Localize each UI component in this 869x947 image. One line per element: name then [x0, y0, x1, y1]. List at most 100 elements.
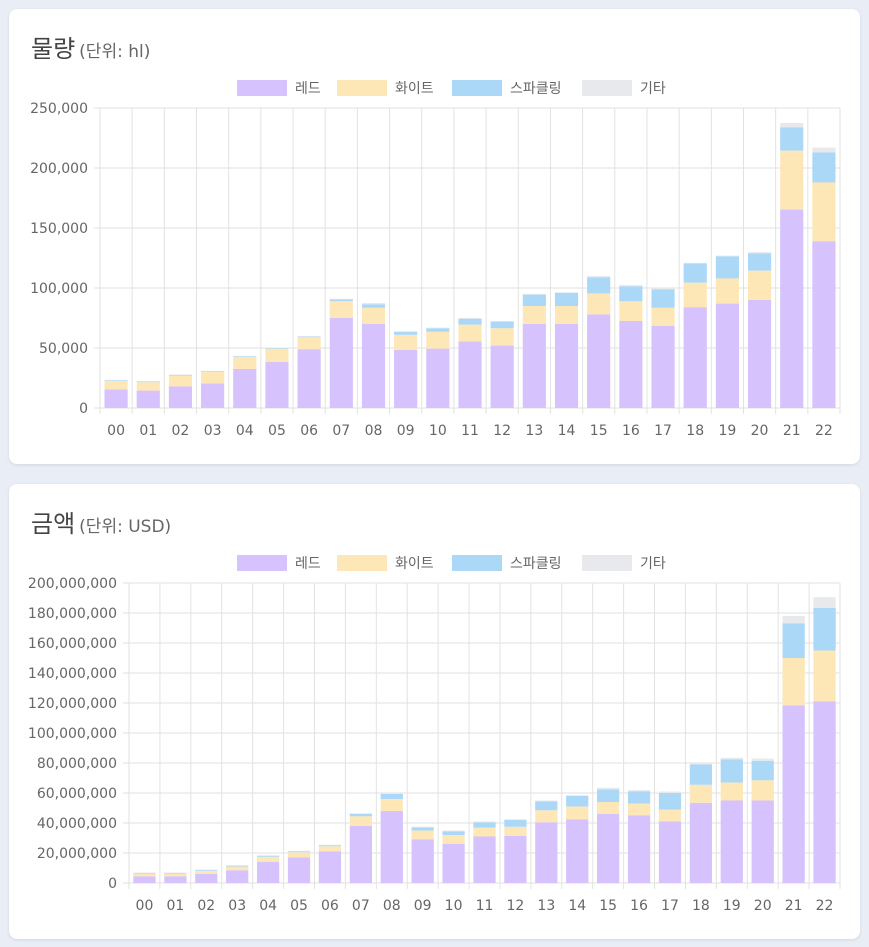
- volume-bar-red-02[interactable]: [168, 386, 193, 408]
- value-bar-white-12[interactable]: [504, 826, 527, 836]
- value-bar-other-11[interactable]: [473, 821, 496, 823]
- value-bar-sparkling-00[interactable]: [133, 873, 156, 874]
- value-bar-red-14[interactable]: [566, 819, 589, 883]
- volume-bar-sparkling-02[interactable]: [168, 375, 193, 376]
- value-bar-red-03[interactable]: [226, 870, 249, 883]
- volume-bar-sparkling-05[interactable]: [265, 348, 289, 349]
- volume-bar-other-04[interactable]: [233, 355, 257, 357]
- value-bar-red-05[interactable]: [287, 857, 311, 884]
- value-bar-other-07[interactable]: [349, 813, 372, 814]
- value-bar-white-04[interactable]: [256, 856, 280, 862]
- value-bar-red-08[interactable]: [380, 811, 403, 883]
- value-bar-red-04[interactable]: [256, 862, 280, 883]
- volume-bar-white-22[interactable]: [812, 182, 836, 242]
- value-bar-white-19[interactable]: [720, 782, 743, 801]
- value-bar-sparkling-05[interactable]: [287, 851, 311, 853]
- volume-bar-white-15[interactable]: [587, 293, 611, 315]
- value-bar-white-13[interactable]: [535, 810, 558, 823]
- value-bar-white-01[interactable]: [164, 874, 187, 877]
- volume-bar-other-11[interactable]: [458, 318, 482, 319]
- volume-bar-white-21[interactable]: [780, 150, 804, 210]
- volume-bar-red-19[interactable]: [715, 303, 739, 408]
- value-bar-red-15[interactable]: [597, 814, 620, 883]
- volume-bar-white-09[interactable]: [394, 334, 418, 350]
- value-bar-sparkling-20[interactable]: [751, 760, 774, 781]
- volume-legend-item-white[interactable]: 화이트: [337, 80, 434, 97]
- value-bar-sparkling-01[interactable]: [164, 873, 187, 874]
- volume-bar-sparkling-01[interactable]: [136, 381, 160, 383]
- volume-bar-other-16[interactable]: [619, 285, 643, 287]
- value-bar-other-03[interactable]: [226, 865, 249, 866]
- value-bar-white-02[interactable]: [195, 871, 218, 874]
- value-bar-sparkling-15[interactable]: [597, 789, 620, 802]
- value-bar-red-13[interactable]: [535, 822, 558, 883]
- value-bar-red-09[interactable]: [411, 839, 434, 884]
- volume-bar-white-05[interactable]: [265, 348, 289, 362]
- volume-bar-other-09[interactable]: [394, 331, 418, 332]
- volume-bar-red-08[interactable]: [361, 324, 386, 408]
- value-bar-sparkling-16[interactable]: [627, 791, 651, 804]
- value-bar-red-11[interactable]: [473, 836, 496, 884]
- value-bar-sparkling-03[interactable]: [226, 865, 249, 867]
- value-bar-other-14[interactable]: [566, 795, 589, 796]
- volume-bar-white-02[interactable]: [168, 375, 193, 387]
- volume-bar-red-09[interactable]: [394, 349, 418, 408]
- volume-bar-red-13[interactable]: [522, 324, 546, 408]
- volume-bar-red-07[interactable]: [329, 318, 353, 408]
- volume-bar-white-07[interactable]: [329, 301, 353, 318]
- value-bar-white-07[interactable]: [349, 816, 372, 826]
- volume-bar-white-03[interactable]: [201, 372, 225, 384]
- value-bar-white-15[interactable]: [597, 802, 620, 814]
- value-bar-white-03[interactable]: [226, 866, 249, 871]
- volume-bar-sparkling-08[interactable]: [361, 304, 386, 308]
- volume-bar-other-19[interactable]: [715, 255, 739, 257]
- value-bar-sparkling-11[interactable]: [473, 822, 496, 828]
- volume-bar-sparkling-20[interactable]: [747, 253, 772, 271]
- value-bar-red-01[interactable]: [164, 876, 187, 883]
- value-bar-sparkling-18[interactable]: [689, 764, 713, 785]
- volume-bar-sparkling-18[interactable]: [683, 263, 707, 283]
- value-bar-other-22[interactable]: [813, 597, 836, 608]
- value-bar-other-21[interactable]: [782, 616, 805, 624]
- value-bar-other-05[interactable]: [287, 850, 311, 852]
- volume-bar-other-22[interactable]: [812, 147, 836, 153]
- volume-bar-other-10[interactable]: [426, 327, 450, 329]
- volume-bar-sparkling-09[interactable]: [394, 331, 418, 335]
- value-bar-other-18[interactable]: [689, 763, 713, 765]
- volume-bar-other-15[interactable]: [587, 276, 611, 278]
- volume-bar-sparkling-12[interactable]: [490, 321, 514, 329]
- volume-bar-white-06[interactable]: [297, 337, 321, 350]
- volume-bar-sparkling-16[interactable]: [619, 286, 643, 302]
- volume-bar-white-13[interactable]: [522, 306, 546, 324]
- value-bar-sparkling-07[interactable]: [349, 814, 372, 817]
- volume-bar-sparkling-22[interactable]: [812, 152, 836, 183]
- volume-bar-red-06[interactable]: [297, 349, 321, 408]
- volume-bar-red-10[interactable]: [426, 348, 450, 408]
- value-bar-sparkling-21[interactable]: [782, 623, 805, 659]
- volume-bar-sparkling-14[interactable]: [554, 292, 579, 306]
- value-bar-other-12[interactable]: [504, 819, 527, 820]
- value-legend-item-red[interactable]: 레드: [237, 555, 321, 572]
- value-bar-sparkling-22[interactable]: [813, 607, 836, 651]
- volume-bar-sparkling-06[interactable]: [297, 336, 321, 338]
- volume-bar-white-04[interactable]: [233, 357, 257, 369]
- volume-bar-white-17[interactable]: [651, 307, 675, 326]
- volume-bar-red-05[interactable]: [265, 361, 289, 408]
- volume-bar-red-20[interactable]: [747, 300, 772, 408]
- volume-bar-other-07[interactable]: [329, 298, 353, 300]
- volume-bar-sparkling-15[interactable]: [587, 277, 611, 294]
- volume-bar-white-14[interactable]: [554, 306, 579, 324]
- value-bar-other-17[interactable]: [658, 791, 682, 794]
- value-bar-other-08[interactable]: [380, 793, 403, 794]
- volume-bar-sparkling-00[interactable]: [104, 380, 128, 381]
- volume-bar-white-12[interactable]: [490, 328, 514, 346]
- value-bar-white-21[interactable]: [782, 658, 805, 706]
- volume-bar-red-14[interactable]: [554, 324, 579, 408]
- volume-bar-red-12[interactable]: [490, 345, 514, 408]
- value-bar-white-11[interactable]: [473, 827, 496, 837]
- volume-bar-white-10[interactable]: [426, 331, 450, 349]
- volume-bar-other-01[interactable]: [136, 381, 160, 382]
- value-bar-white-20[interactable]: [751, 780, 774, 801]
- volume-bar-white-19[interactable]: [715, 278, 739, 304]
- volume-bar-other-20[interactable]: [747, 252, 772, 254]
